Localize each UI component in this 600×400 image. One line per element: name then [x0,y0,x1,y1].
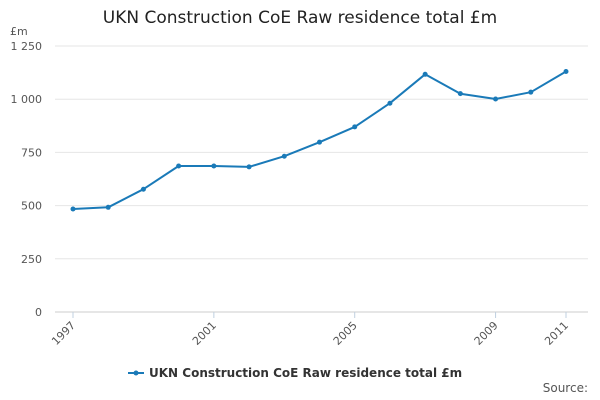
y-tick-label: 250 [21,253,42,266]
x-tick-label: 2005 [331,319,360,348]
data-point[interactable] [493,96,499,102]
y-axis: 0 250 500 750 1 000 1 250 £m [10,25,42,319]
chart-title: UKN Construction CoE Raw residence total… [102,8,498,28]
data-point[interactable] [563,69,569,75]
data-point[interactable] [457,91,463,97]
y-tick-label: 0 [35,306,42,319]
data-point[interactable] [352,124,358,130]
y-tick-label: 1 250 [11,40,43,53]
data-point[interactable] [211,163,217,169]
gridlines [55,45,588,313]
x-tick-label: 1997 [49,319,78,348]
data-point[interactable] [317,139,322,145]
data-point[interactable] [281,153,287,159]
data-point[interactable] [176,163,182,169]
x-tick-label: 2011 [542,319,571,348]
data-point[interactable] [70,206,76,212]
y-axis-label: £m [10,25,28,38]
legend-label: UKN Construction CoE Raw residence total… [149,366,462,380]
x-axis: 1997 2001 2005 2009 2011 [49,312,571,348]
data-point[interactable] [140,186,146,192]
data-point[interactable] [387,100,393,106]
legend[interactable]: UKN Construction CoE Raw residence total… [128,366,462,380]
legend-point-marker [133,370,139,376]
x-tick-label: 2009 [472,319,501,348]
x-tick-label: 2001 [190,319,219,348]
series-layer [70,69,569,212]
data-point[interactable] [422,71,428,77]
y-tick-label: 1 000 [11,93,43,106]
data-point[interactable] [105,204,111,210]
data-point[interactable] [246,164,252,170]
data-point[interactable] [528,89,534,95]
y-tick-label: 500 [21,200,42,213]
y-tick-label: 750 [21,146,42,159]
source-label: Source: [542,381,588,395]
